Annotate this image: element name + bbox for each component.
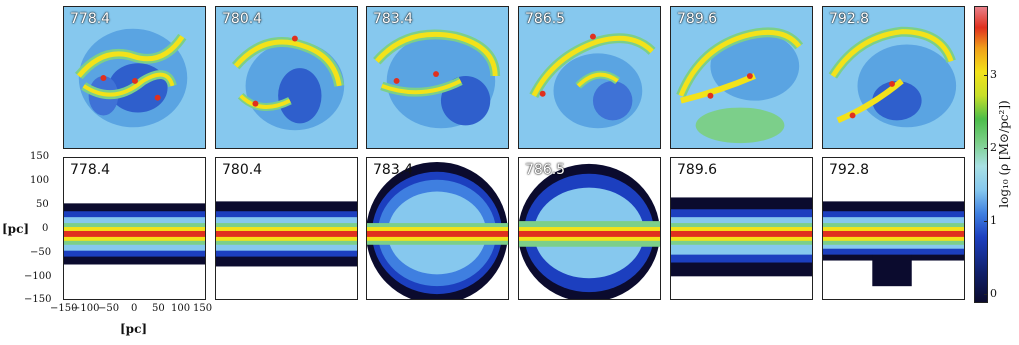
bottom-panel-4: 786.5 [518,157,661,300]
y-tick-neg150: −150 [24,294,52,305]
bottom-panel-6: 792.8 [822,157,965,300]
y-tick-100: 100 [30,175,50,186]
bottom-panel-2: 780.4 [215,157,358,300]
colorbar [974,6,988,303]
edge-on-map-1 [64,158,205,299]
face-on-map-4 [519,7,660,148]
face-on-map-3 [367,7,508,148]
colorbar-label: log₁₀ (ρ [M⊙/pc²]) [997,100,1011,208]
top-panel-1-label: 778.4 [70,11,111,27]
edge-on-map-2 [216,158,357,299]
y-tick-0: 0 [42,223,49,234]
y-tick-neg100: −100 [24,271,52,282]
top-panel-3: 783.4 [366,6,509,149]
colorbar-tick-mark-1 [984,221,988,222]
colorbar-tick-1: 1 [990,214,997,227]
bottom-panel-3-label: 783.4 [373,162,414,178]
top-panel-4-label: 786.5 [525,11,566,27]
y-tick-neg50: −50 [30,247,52,258]
top-panel-2: 780.4 [215,6,358,149]
edge-on-map-4 [519,158,660,299]
top-panel-3-label: 783.4 [373,11,414,27]
bottom-panel-3: 783.4 [366,157,509,300]
bottom-panel-5-label: 789.6 [677,162,718,178]
y-tick-150: 150 [30,151,50,162]
y-axis-label: [pc] [2,222,30,236]
face-on-map-2 [216,7,357,148]
colorbar-tick-3: 3 [990,68,997,81]
colorbar-tick-2: 2 [990,141,997,154]
edge-on-map-3 [367,158,508,299]
top-panel-2-label: 780.4 [222,11,263,27]
top-panel-6-label: 792.8 [829,11,870,27]
x-tick-150: 150 [193,303,213,314]
face-on-map-5 [671,7,812,148]
y-tick-50: 50 [36,199,49,210]
x-tick-0: 0 [131,303,138,314]
edge-on-map-6 [823,158,964,299]
colorbar-tick-mark-3 [984,75,988,76]
top-panel-4: 786.5 [518,6,661,149]
edge-on-map-5 [671,158,812,299]
top-panel-6: 792.8 [822,6,965,149]
colorbar-tick-0: 0 [990,287,997,300]
face-on-map-1 [64,7,205,148]
face-on-map-6 [823,7,964,148]
bottom-panel-2-label: 780.4 [222,162,263,178]
bottom-panel-6-label: 792.8 [829,162,870,178]
bottom-panel-1-label: 778.4 [70,162,111,178]
x-tick-neg100: −100 [72,303,100,314]
x-axis-label: [pc] [120,322,148,336]
bottom-panel-4-label: 786.5 [525,162,566,178]
colorbar-tick-mark-2 [984,148,988,149]
colorbar-tick-mark-0 [984,294,988,295]
top-panel-5-label: 789.6 [677,11,718,27]
top-panel-5: 789.6 [670,6,813,149]
bottom-panel-1: 778.4 [63,157,206,300]
top-panel-1: 778.4 [63,6,206,149]
x-tick-neg50: −50 [98,303,120,314]
x-tick-neg150: −150 [50,303,78,314]
x-tick-100: 100 [171,303,191,314]
x-tick-50: 50 [152,303,165,314]
bottom-panel-5: 789.6 [670,157,813,300]
